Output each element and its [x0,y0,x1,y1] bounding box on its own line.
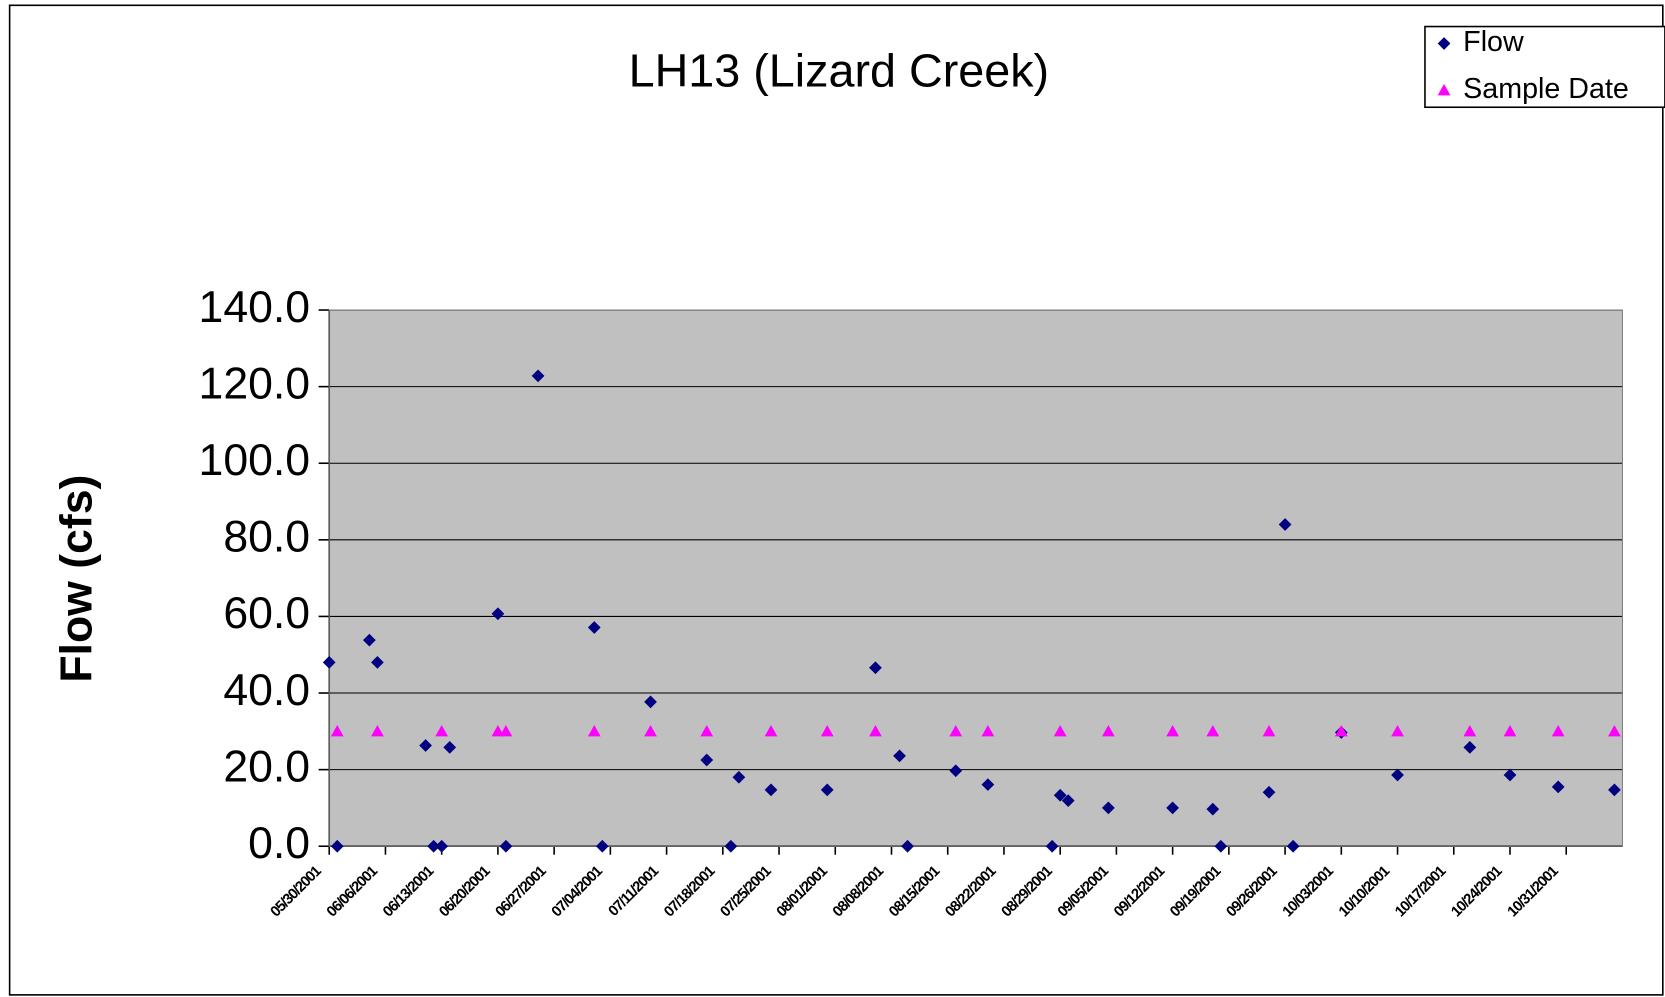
data-point [1102,724,1115,737]
data-point [700,753,714,767]
data-point [1053,788,1067,802]
data-point [435,724,449,737]
data-point [869,661,882,675]
plot-border [328,309,1623,847]
data-point [443,741,457,754]
data-point [1391,724,1404,737]
y-tick-label: 40.0 [223,666,310,715]
data-point [1608,724,1621,737]
data-point [644,724,657,737]
data-point [363,633,376,647]
legend-label: Sample Date [1463,73,1629,105]
data-point [587,724,601,737]
y-axis-label: Flow (cfs) [52,475,101,683]
y-tick-label: 80.0 [223,513,310,562]
data-point [949,724,963,737]
data-point [1166,724,1180,737]
data-point [419,739,432,752]
data-point [1262,724,1276,737]
data-point [1206,724,1220,737]
data-point [1166,801,1180,815]
data-point [322,656,336,669]
data-point [820,783,834,797]
data-point [1503,768,1517,782]
data-point [981,724,995,737]
data-point [435,839,449,853]
data-point [893,749,906,763]
data-point [371,724,384,737]
data-point [330,724,344,737]
legend-label: Flow [1463,26,1524,58]
data-point [732,770,746,784]
data-point [700,724,714,737]
y-tick-label: 20.0 [223,742,310,791]
data-point [901,839,914,853]
data-point [1334,724,1348,737]
data-point [330,839,344,853]
data-point [1286,839,1300,853]
data-point [499,839,513,853]
data-point [1463,724,1477,737]
data-point [491,724,505,737]
data-point [1045,839,1059,853]
data-point [981,778,995,791]
data-point [1503,724,1517,737]
data-point [1551,724,1565,737]
data-point [1206,802,1220,816]
data-point [644,695,657,709]
data-point [1102,801,1115,815]
data-point [1262,785,1276,799]
data-point [949,764,963,778]
data-point [1463,741,1477,754]
data-point [427,839,441,853]
data-point [820,724,834,737]
data-point [764,724,778,737]
data-point [724,839,738,853]
data-point [491,607,505,621]
data-point [1391,768,1404,782]
y-tick-label: 120.0 [199,359,311,408]
y-tick-label: 100.0 [199,436,311,485]
plot-area [329,310,1623,847]
chart-title: LH13 (Lizard Creek) [629,45,1050,97]
y-tick-label: 140.0 [199,283,311,332]
data-point [371,656,384,669]
data-point [1278,518,1292,531]
data-point [587,621,601,634]
data-point [499,724,513,737]
legend-box [1424,25,1665,109]
data-point [1053,724,1067,737]
y-tick-label: 60.0 [223,589,310,638]
data-point [1214,839,1228,853]
data-point [764,783,778,797]
legend-marker [1437,83,1451,96]
data-point [1061,794,1075,808]
data-point [869,724,882,737]
data-point [595,839,609,853]
y-tick-label: 0.0 [248,819,310,868]
data-point [1551,780,1565,794]
data-point [1608,783,1621,797]
